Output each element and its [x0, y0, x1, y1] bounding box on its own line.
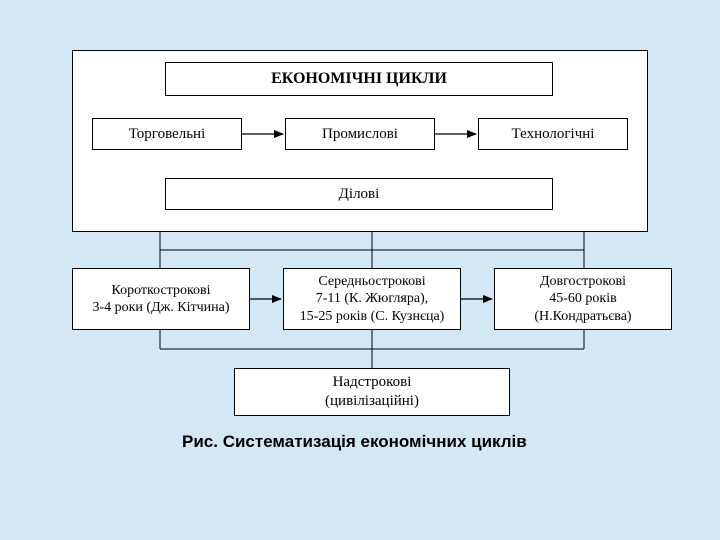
node-short-label: Короткострокові 3-4 роки (Дж. Кітчина): [92, 282, 229, 317]
node-trade: Торговельні: [92, 118, 242, 150]
node-super: Надстрокові (цивілізаційні): [234, 368, 510, 416]
node-tech-label: Технологічні: [512, 125, 595, 144]
node-business: Ділові: [165, 178, 553, 210]
figure-caption: Рис. Систематизація економічних циклів: [182, 432, 542, 452]
node-super-label: Надстрокові (цивілізаційні): [325, 373, 419, 411]
node-long-label: Довгострокові 45-60 років (Н.Кондратьєва…: [534, 273, 631, 326]
figure-caption-text: Рис. Систематизація економічних циклів: [182, 432, 527, 451]
node-industrial: Промислові: [285, 118, 435, 150]
node-industrial-label: Промислові: [322, 125, 398, 144]
diagram-canvas: ЕКОНОМІЧНІ ЦИКЛИ Торговельні Промислові …: [0, 0, 720, 540]
node-business-label: Ділові: [339, 185, 380, 204]
connector-bottom-bus: [160, 330, 584, 368]
node-tech: Технологічні: [478, 118, 628, 150]
node-long: Довгострокові 45-60 років (Н.Кондратьєва…: [494, 268, 672, 330]
node-title: ЕКОНОМІЧНІ ЦИКЛИ: [165, 62, 553, 96]
node-short: Короткострокові 3-4 роки (Дж. Кітчина): [72, 268, 250, 330]
connector-top-bus: [160, 232, 584, 268]
node-title-label: ЕКОНОМІЧНІ ЦИКЛИ: [271, 69, 447, 89]
node-medium-label: Середньострокові 7-11 (К. Жюгляра), 15-2…: [300, 273, 445, 326]
node-medium: Середньострокові 7-11 (К. Жюгляра), 15-2…: [283, 268, 461, 330]
node-trade-label: Торговельні: [129, 125, 206, 144]
